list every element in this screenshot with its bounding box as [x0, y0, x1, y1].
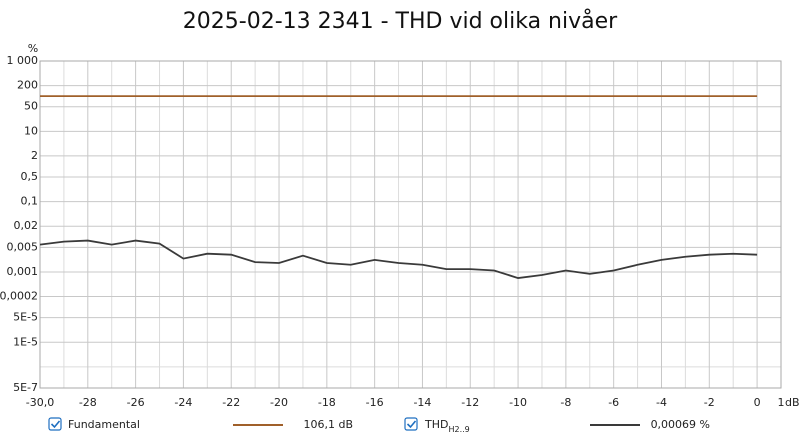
- x-tick-label: -4: [656, 396, 667, 409]
- x-tick-label: -14: [413, 396, 431, 409]
- y-tick-label: 2: [31, 149, 38, 162]
- y-tick-label: 10: [24, 124, 38, 137]
- y-axis-unit: %: [28, 42, 38, 55]
- x-tick-label: -10: [509, 396, 527, 409]
- y-tick-label: 5E-7: [13, 381, 38, 394]
- check-icon: [50, 420, 61, 429]
- legend-value: 0,00069 %: [651, 418, 710, 431]
- x-tick-label: 0: [754, 396, 761, 409]
- y-tick-label: 5E-5: [13, 311, 38, 324]
- x-tick-label: -24: [174, 396, 192, 409]
- x-tick-label: -28: [79, 396, 97, 409]
- x-tick-label: -26: [127, 396, 145, 409]
- checkbox[interactable]: [404, 417, 418, 431]
- y-tick-label: 1E-5: [13, 335, 38, 348]
- series-line: [39, 239, 758, 279]
- plot-frame: [39, 60, 782, 389]
- checkbox[interactable]: [48, 417, 62, 431]
- legend-label: Fundamental: [68, 418, 140, 431]
- x-tick-label: -6: [608, 396, 619, 409]
- y-tick-label: 0,001: [7, 265, 39, 278]
- y-tick-label: 50: [24, 100, 38, 113]
- x-axis-unit: dBFS: [785, 396, 800, 409]
- x-tick-label: -18: [318, 396, 336, 409]
- legend-name: Fundamental: [68, 418, 140, 431]
- y-tick-label: 0,005: [7, 240, 39, 253]
- chart-title: 2025-02-13 2341 - THD vid olika nivåer: [183, 8, 618, 34]
- x-tick-label: 1: [778, 396, 785, 409]
- y-tick-label: 0,02: [14, 219, 39, 232]
- legend-name: THD: [424, 418, 448, 431]
- legend-value: 106,1 dB: [303, 418, 353, 431]
- y-tick-label: 200: [17, 79, 38, 92]
- legend-label: THDH2..9: [424, 418, 470, 434]
- x-tick-label: -8: [560, 396, 571, 409]
- y-tick-label: 0,5: [21, 170, 39, 183]
- x-tick-label: -16: [366, 396, 384, 409]
- x-tick-label: -30,0: [26, 396, 54, 409]
- x-tick-label: -22: [222, 396, 240, 409]
- y-tick-label: 1 000: [7, 54, 39, 67]
- y-tick-label: 0,1: [21, 195, 39, 208]
- x-tick-label: -12: [461, 396, 479, 409]
- x-tick-label: -20: [270, 396, 288, 409]
- x-tick-label: -2: [704, 396, 715, 409]
- check-icon: [406, 420, 417, 429]
- y-tick-label: 0,0002: [0, 290, 38, 303]
- legend-subscript: H2..9: [448, 425, 469, 434]
- legend: [48, 417, 418, 431]
